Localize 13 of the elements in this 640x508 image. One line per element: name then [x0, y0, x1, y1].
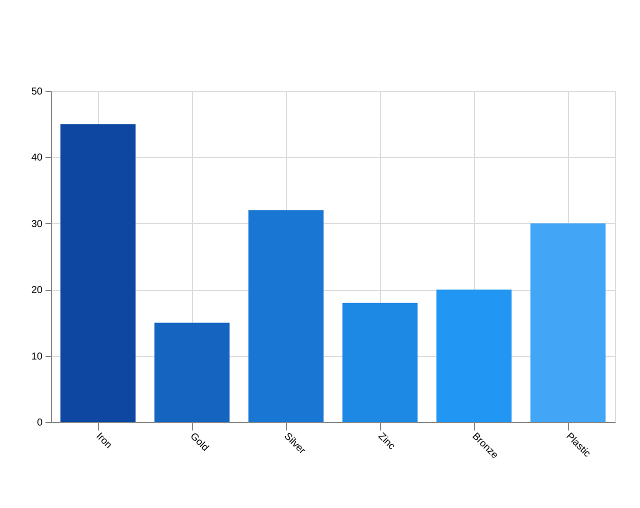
y-tick-label: 10 — [31, 351, 43, 362]
bar — [436, 290, 512, 422]
bar — [60, 124, 136, 422]
x-tick-label: Iron — [94, 430, 114, 451]
bar — [530, 223, 606, 422]
bar — [248, 210, 324, 422]
y-tick-label: 20 — [31, 285, 43, 296]
bar — [342, 302, 418, 422]
y-tick-label: 0 — [36, 418, 43, 428]
bar — [154, 322, 230, 422]
y-tick-label: 50 — [31, 86, 43, 98]
y-tick-label: 30 — [31, 218, 43, 230]
y-tick-label: 40 — [31, 152, 43, 164]
